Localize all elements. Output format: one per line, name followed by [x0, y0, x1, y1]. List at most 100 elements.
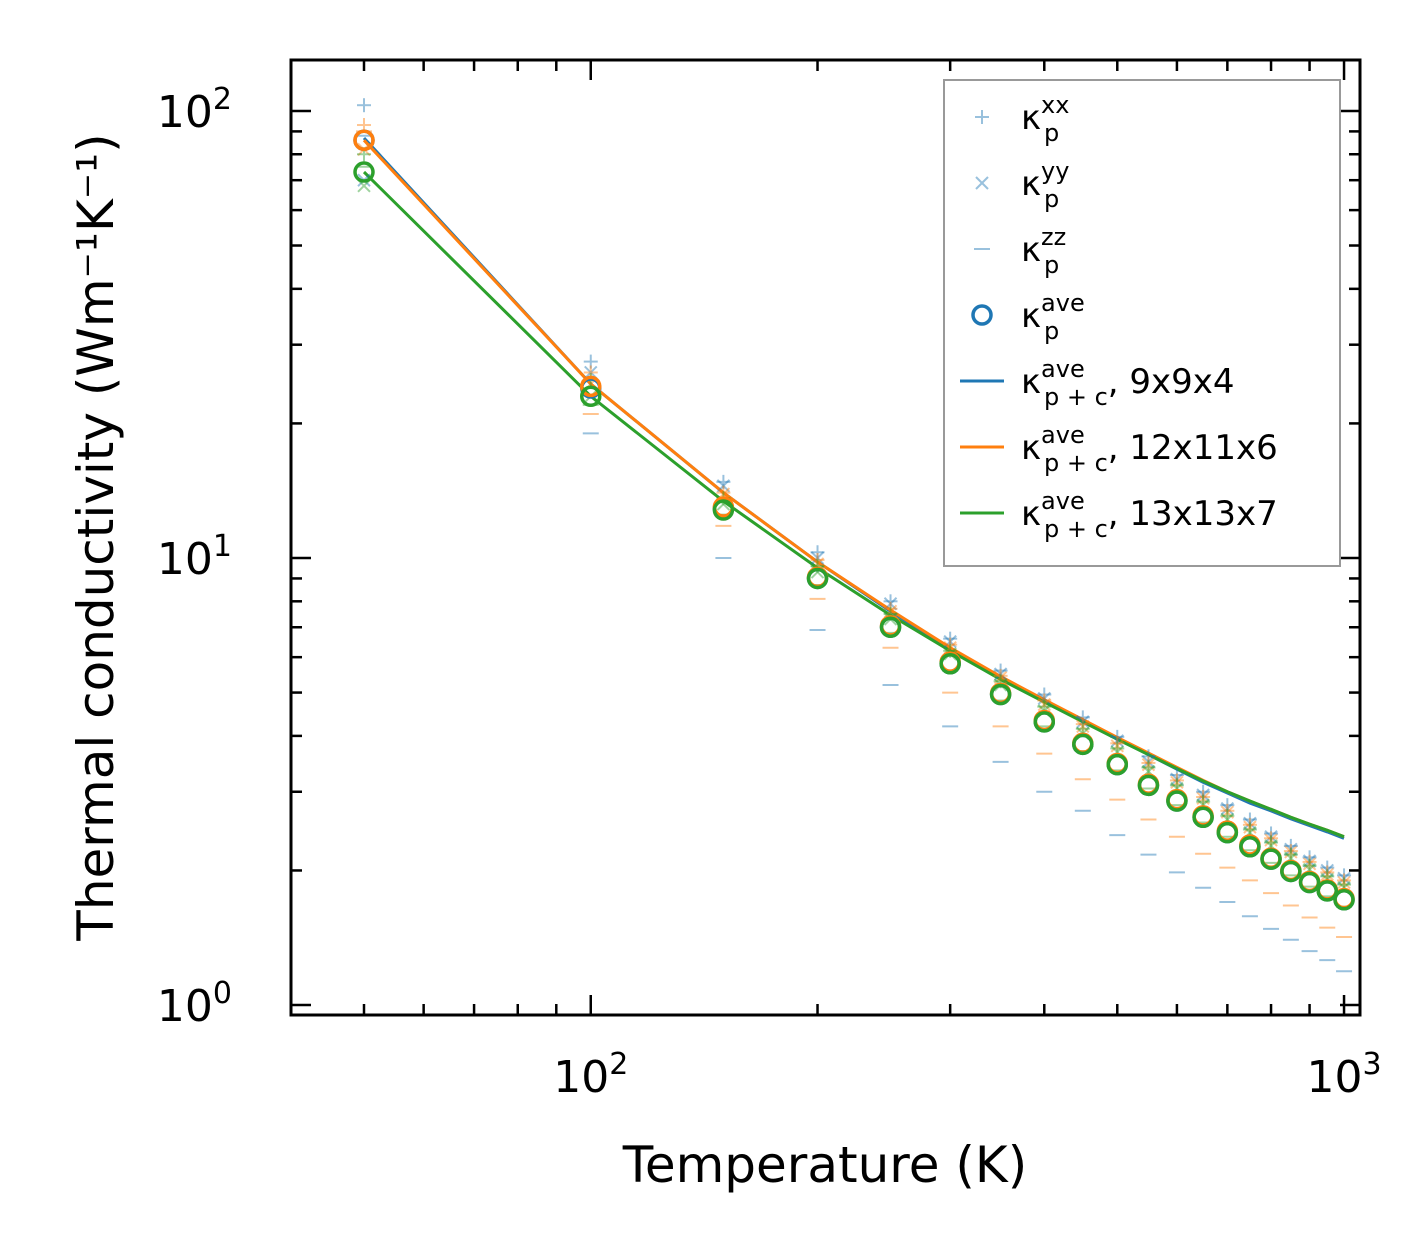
series-kp_ave-13x13x7	[353, 161, 1355, 911]
data-point-kp_xx	[1110, 736, 1125, 751]
data-point-kp_xx	[716, 474, 731, 489]
data-point-kp_xx	[1302, 854, 1317, 869]
data-point-kp_yy	[1076, 719, 1090, 734]
data-point-kp_ave	[1239, 835, 1261, 858]
legend-marker-swatch	[971, 304, 993, 326]
data-point-kp_xx	[1075, 710, 1090, 725]
data-point-kp_yy	[1264, 833, 1278, 847]
y-tick-label: 101	[157, 529, 232, 585]
data-point-kp_xx	[1169, 768, 1184, 783]
data-point-kp_ave	[1033, 711, 1056, 733]
data-point-kp_yy	[1264, 829, 1278, 844]
data-point-kp_yy	[993, 670, 1008, 685]
data-point-kp_xx	[1220, 798, 1235, 813]
y-tick-label: 100	[157, 976, 232, 1032]
data-point-kp_xx	[1337, 868, 1352, 883]
legend-label: κave p + c, 9x9x4	[1021, 355, 1235, 411]
data-point-kp_yy	[1220, 805, 1235, 819]
data-point-kp_yy	[943, 640, 957, 655]
x-tick-label: 102	[553, 1047, 628, 1103]
data-point-kp_xx	[1264, 831, 1279, 846]
data-point-kp_xx	[1337, 873, 1352, 888]
data-point-kp_xx	[943, 631, 958, 646]
data-point-kp_xx	[1141, 760, 1156, 775]
data-point-kp_xx	[943, 637, 958, 652]
data-point-kp_ave	[1333, 888, 1355, 911]
data-point-kp_xx	[1110, 729, 1125, 744]
data-point-kp_xx	[1302, 850, 1317, 865]
data-point-kp_xx	[1196, 784, 1211, 799]
y-tick-label: 102	[157, 82, 232, 138]
data-point-kp_xx	[1169, 773, 1184, 788]
data-point-kp_yy	[1302, 857, 1317, 871]
data-point-kp_xx	[810, 552, 825, 567]
data-point-kp_yy	[1110, 739, 1124, 753]
data-point-kp_yy	[1220, 801, 1235, 816]
data-point-kp_xx	[1037, 687, 1052, 702]
legend-entry-kp_yy: κyy p	[975, 157, 1069, 213]
data-point-kp_yy	[993, 667, 1008, 681]
data-point-kp_ave	[989, 683, 1012, 706]
data-point-kp_xx	[993, 668, 1008, 683]
data-point-kp_xx	[1075, 717, 1090, 732]
legend-entry-kpc_ave_9x9x4: κave p + c, 9x9x4	[960, 355, 1235, 411]
data-point-kp_yy	[1141, 757, 1156, 772]
data-point-kp_xx	[1283, 844, 1298, 859]
data-point-kp_yy	[1196, 791, 1210, 806]
data-point-kp_ave	[806, 567, 829, 590]
data-point-kp_ave	[353, 129, 375, 151]
data-point-kp_ave	[353, 161, 375, 183]
data-point-kp_xx	[883, 594, 898, 609]
legend-label: κyy p	[1021, 157, 1069, 213]
series-line-kpc_ave_13x13x7	[362, 170, 1345, 839]
data-point-kp_xx	[1242, 822, 1257, 837]
data-point-kp_yy	[943, 634, 957, 649]
legend-label: κxx p	[1021, 91, 1069, 147]
series-kp_zz-12x11x6	[356, 130, 1353, 938]
data-point-kp_ave	[1106, 753, 1129, 776]
data-point-kp_yy	[1170, 772, 1184, 786]
data-point-kp_xx	[1302, 858, 1317, 873]
legend-label: κave p	[1021, 289, 1085, 345]
legend-label: κave p + c, 13x13x7	[1021, 487, 1278, 543]
legend-entry-kpc_ave_13x13x7: κave p + c, 13x13x7	[960, 487, 1278, 543]
data-point-kp_xx	[1320, 860, 1335, 875]
data-point-kp_yy	[1284, 845, 1298, 859]
series-kp_zz-9x9x4	[356, 134, 1353, 973]
legend-entry-kp_xx: κxx p	[975, 91, 1069, 147]
data-point-kp_yy	[810, 551, 825, 565]
data-point-kp_xx	[810, 545, 825, 560]
data-point-kp_yy	[1337, 875, 1351, 890]
data-point-kp_xx	[1141, 755, 1156, 770]
data-point-kp_ave	[1280, 860, 1302, 883]
legend-entry-kpc_ave_12x11x6: κave p + c, 12x11x6	[960, 421, 1278, 477]
data-point-kp_xx	[1283, 847, 1298, 862]
data-point-kp_ave	[580, 385, 602, 408]
tick-labels: 102 103 100 101 102	[157, 82, 1382, 1103]
data-point-kp_xx	[993, 663, 1008, 678]
data-point-kp_ave	[1298, 871, 1321, 894]
legend-box	[943, 79, 1341, 567]
series-kp_xx-9x9x4	[357, 98, 1352, 883]
data-point-kp_xx	[1196, 789, 1211, 804]
data-point-kp_xx	[1220, 803, 1235, 818]
data-point-kp_yy	[883, 604, 898, 618]
plot-frame	[289, 58, 1362, 1017]
legend: κxx p κyy p κzz p κave p κave p + c, 9x9x4 κave p +…	[943, 79, 1341, 567]
data-point-kp_ave	[712, 499, 735, 521]
data-point-kp_ave	[879, 616, 902, 638]
legend-entry-kp_ave: κave p	[971, 289, 1085, 345]
data-point-kp_yy	[1243, 816, 1257, 831]
data-point-kp_yy	[1141, 755, 1156, 769]
data-point-kp_yy	[1037, 697, 1051, 712]
data-point-kp_xx	[1264, 835, 1279, 850]
data-point-kp_yy	[1170, 775, 1184, 789]
data-point-kp_ave	[1260, 848, 1282, 870]
x-tick-label: 103	[1306, 1047, 1381, 1103]
data-point-kp_yy	[1320, 863, 1334, 878]
data-point-kp_ave	[939, 652, 961, 675]
data-point-kp_ave	[580, 375, 602, 398]
data-point-kp_ave	[1137, 774, 1160, 797]
data-point-kp_xx	[583, 354, 598, 369]
